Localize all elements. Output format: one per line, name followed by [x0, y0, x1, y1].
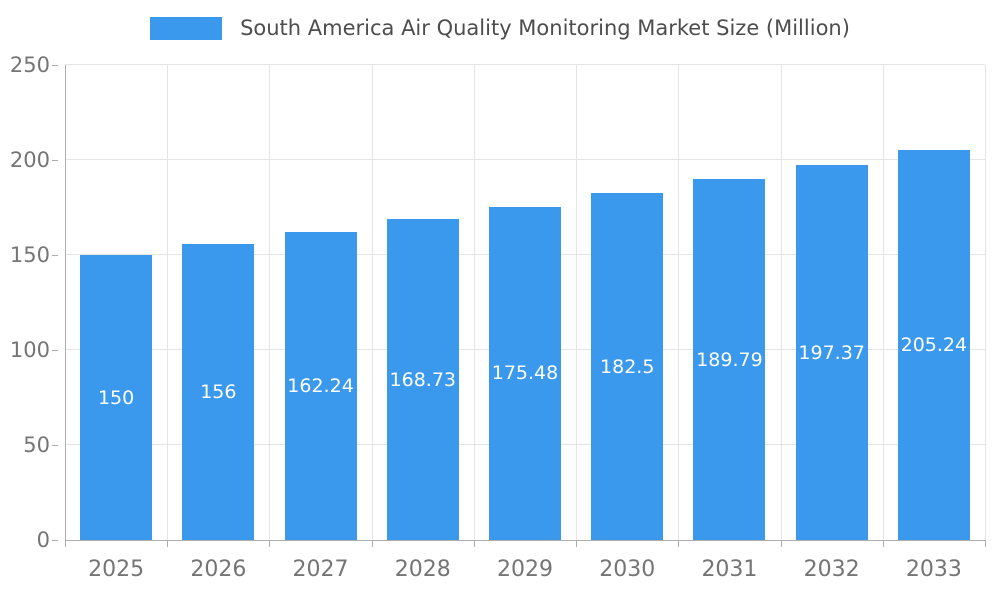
x-tick-mark: [678, 541, 680, 547]
x-axis-tick-label: 2027: [292, 557, 349, 582]
x-axis-tick-label: 2031: [701, 557, 758, 582]
bar-value-label: 150: [97, 386, 135, 409]
bar-value-label: 205.24: [900, 334, 968, 357]
x-tick-mark: [780, 541, 782, 547]
bar-value-label: 175.48: [491, 362, 559, 385]
y-axis-tick-label: 250: [9, 53, 50, 77]
gridline-vertical: [882, 65, 884, 540]
y-axis-tick-label: 100: [9, 338, 50, 362]
y-tick-mark: [52, 445, 58, 446]
bar-value-label: 182.5: [600, 355, 655, 378]
legend: South America Air Quality Monitoring Mar…: [0, 16, 1000, 40]
y-axis-tick-label: 150: [9, 243, 50, 267]
x-axis-tick-label: 2030: [599, 557, 656, 582]
x-axis-line: [65, 540, 986, 541]
x-axis: 2025 2026 2027 2028 2029 2030 2031 2032 2033: [65, 541, 986, 596]
bar-2032: 197.37: [795, 165, 868, 540]
gridline-vertical: [678, 65, 680, 540]
y-axis-tick-label: 50: [23, 433, 50, 457]
x-axis-tick-label: 2032: [803, 557, 860, 582]
x-tick-mark: [985, 541, 986, 547]
x-tick-mark: [473, 541, 475, 547]
gridline-vertical: [780, 65, 782, 540]
x-axis-tick-label: 2033: [905, 557, 962, 582]
gridline-vertical: [167, 65, 169, 540]
bar-2033: 205.24: [897, 150, 970, 540]
y-axis-tick-label: 200: [9, 148, 50, 172]
y-tick-mark: [52, 160, 58, 161]
y-axis-tick-label: 0: [36, 528, 50, 552]
x-tick-mark: [371, 541, 373, 547]
x-tick-mark: [65, 541, 66, 547]
bar-2030: 182.5: [591, 193, 664, 540]
y-axis-line: [65, 65, 66, 541]
gridline-vertical: [576, 65, 578, 540]
x-tick-mark: [576, 541, 578, 547]
chart-title: South America Air Quality Monitoring Mar…: [240, 16, 850, 40]
gridline-horizontal: [65, 64, 985, 65]
y-tick-mark: [52, 350, 58, 351]
y-tick-mark: [52, 540, 58, 541]
y-tick-mark: [52, 255, 58, 256]
gridline-horizontal: [65, 159, 985, 160]
x-tick-mark: [269, 541, 271, 547]
bar-value-label: 197.37: [798, 341, 865, 364]
bar-2025: 150: [80, 255, 153, 540]
x-axis-tick-label: 2025: [88, 557, 145, 582]
bar-2026: 156: [182, 243, 255, 540]
gridline-vertical: [269, 65, 271, 540]
bar-2029: 175.48: [489, 206, 561, 540]
x-axis-tick-label: 2026: [190, 557, 247, 582]
bar-value-label: 156: [200, 380, 237, 403]
y-axis: 0 50 100 150 200 250: [0, 53, 58, 552]
y-tick-mark: [52, 65, 58, 66]
x-axis-tick-label: 2028: [394, 557, 451, 582]
gridline-vertical: [371, 65, 373, 540]
gridline-vertical: [985, 65, 986, 540]
x-axis-tick-label: 2029: [497, 557, 553, 582]
legend-swatch: [150, 16, 223, 40]
bar-value-label: 162.24: [287, 374, 354, 397]
gridline-vertical: [473, 65, 475, 540]
bar-2027: 162.24: [284, 231, 357, 540]
plot-area: 150 156 162.24 168.73 175.48 182.5 189.79 197.3…: [65, 64, 986, 540]
x-tick-mark: [167, 541, 169, 547]
bar-2031: 189.79: [693, 179, 766, 540]
bar-value-label: 168.73: [389, 368, 456, 391]
bar-2028: 168.73: [386, 219, 459, 540]
x-tick-mark: [882, 541, 884, 547]
bar-value-label: 189.79: [696, 348, 763, 371]
